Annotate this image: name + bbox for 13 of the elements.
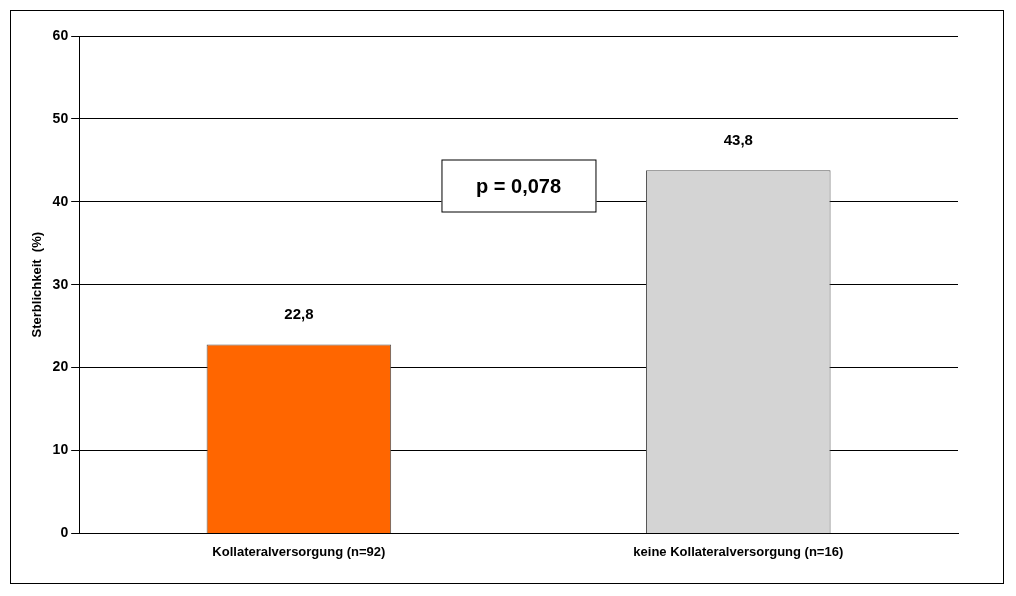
x-tick-label: Kollateralversorgung (n=92)	[212, 543, 386, 559]
y-tick-label: 0	[60, 524, 69, 541]
y-tick-label: 50	[52, 109, 69, 126]
x-tick-label: keine Kollateralversorgung (n=16)	[633, 543, 844, 559]
data-label: 22,8	[284, 305, 314, 323]
y-tick-label: 20	[52, 358, 69, 375]
data-label: 43,8	[723, 130, 753, 148]
text-box: p = 0,078	[441, 159, 597, 213]
y-tick-label: 30	[52, 275, 69, 292]
y-tick-label: 40	[52, 192, 69, 209]
y-tick-label: 60	[52, 26, 69, 43]
y-axis-title: Sterblichkeit (%)	[29, 231, 45, 338]
y-tick-label: 10	[52, 441, 69, 458]
